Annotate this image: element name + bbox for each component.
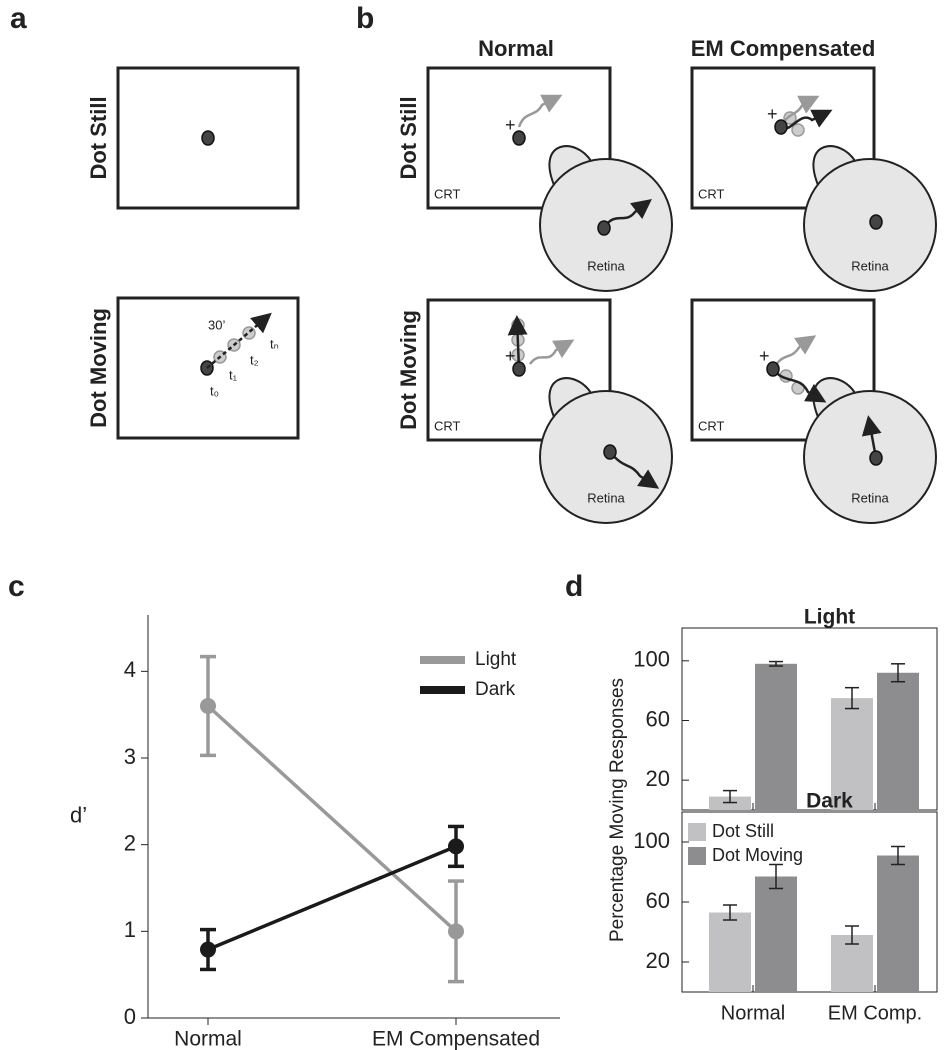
time-label: t₁ (229, 367, 238, 382)
y-tick-label: 1 (124, 917, 136, 942)
legend-label: Dot Moving (712, 845, 803, 865)
y-tick-label: 100 (633, 828, 670, 853)
panel-label: b (356, 2, 374, 35)
time-label: t₀ (210, 383, 219, 398)
plot-frame (681, 627, 938, 811)
column-header: EM Compensated (691, 36, 876, 61)
legend-label: Light (475, 649, 517, 670)
eye-bump (548, 377, 592, 418)
column-header: Normal (478, 36, 554, 61)
retinal-dot (603, 444, 617, 460)
chart-title: Light (804, 606, 855, 629)
dot (774, 119, 788, 135)
y-tick-label: 60 (646, 888, 670, 913)
y-axis-label: Percentage Moving Responses (607, 678, 628, 942)
data-point (448, 923, 464, 940)
x-tick-label: EM Comp. (828, 1002, 922, 1024)
y-tick-label: 0 (124, 1004, 136, 1029)
eye-movement (528, 339, 575, 365)
legend-swatch (688, 847, 706, 865)
retinal-dot (597, 220, 611, 236)
data-point (200, 698, 216, 714)
y-tick-label: 60 (646, 706, 670, 731)
fixation: + (505, 346, 516, 366)
y-tick-label: 2 (124, 830, 136, 855)
dot (201, 130, 215, 146)
panel-b: b Normal EM Compensated Dot Still Dot Mo… (356, 2, 937, 524)
panel-label: c (8, 570, 25, 603)
bar (709, 912, 751, 992)
x-tick-label: Normal (174, 1028, 242, 1050)
data-point (448, 838, 464, 855)
dot-trace (791, 123, 805, 137)
retinal-dot (869, 214, 883, 230)
dot (766, 361, 780, 377)
legend-swatch (688, 823, 706, 841)
bar (877, 672, 919, 810)
retina-label: Retina (587, 258, 625, 273)
distance-label: 30’ (208, 317, 225, 332)
screen-label: CRT (698, 186, 725, 201)
retina-label: Retina (851, 490, 889, 505)
time-label: t₂ (250, 352, 259, 367)
chart-title: Dark (806, 790, 853, 813)
dot-trace (242, 326, 256, 340)
panel-a: a Dot Still Dot Moving 30’ t₀ t₁ t₂ tₙ (10, 2, 300, 440)
series-line (206, 704, 458, 933)
fixation: + (759, 346, 770, 366)
eye-movement (517, 94, 563, 128)
y-tick-label: 20 (646, 948, 670, 973)
retina-label: Retina (587, 490, 625, 505)
y-tick-label: 20 (646, 766, 670, 791)
panel-label: d (565, 570, 583, 603)
motion-arrow (206, 312, 272, 369)
y-tick-label: 100 (633, 647, 670, 672)
x-tick-label: EM Compensated (372, 1028, 540, 1050)
fixation: + (767, 104, 778, 124)
x-tick-label: Normal (721, 1002, 785, 1024)
panel-label: a (10, 2, 27, 35)
y-tick-label: 3 (124, 744, 136, 769)
data-point (200, 941, 216, 958)
bar (755, 663, 797, 810)
screen-label: CRT (434, 418, 461, 433)
fixation: + (505, 115, 516, 135)
time-label: tₙ (270, 336, 279, 351)
dot-path (507, 315, 528, 370)
dot (512, 361, 526, 377)
dot (512, 130, 526, 146)
screen-label: CRT (698, 418, 725, 433)
series-line (207, 844, 457, 952)
eye-bump (548, 145, 592, 186)
retina-label: Retina (851, 258, 889, 273)
bar (877, 855, 919, 992)
y-tick-label: 4 (124, 657, 136, 682)
row-label: Dot Moving (396, 310, 421, 430)
y-axis-label: d’ (70, 802, 87, 827)
row-label: Dot Moving (86, 308, 111, 428)
screen-label: CRT (434, 186, 461, 201)
row-label: Dot Still (86, 96, 111, 179)
bar (831, 698, 873, 810)
eye-bump (812, 145, 856, 186)
legend-label: Dark (475, 679, 516, 700)
row-label: Dot Still (396, 96, 421, 179)
legend-label: Dot Still (712, 821, 774, 841)
bar (755, 876, 797, 992)
retinal-dot (869, 450, 883, 466)
